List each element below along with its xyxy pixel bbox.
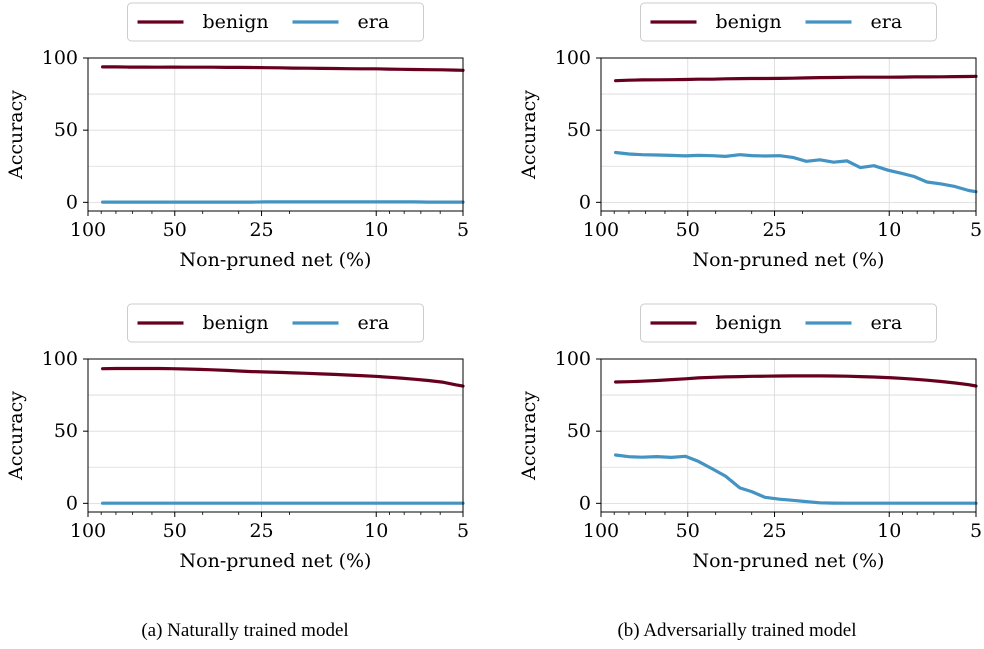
x-tick-label: 50 [163,520,187,542]
x-tick-label: 100 [583,219,619,241]
legend-label-era: era [358,312,390,334]
x-tick-label: 25 [762,520,786,542]
y-axis-label: Accuracy [518,90,540,180]
x-tick-label: 100 [70,520,106,542]
x-tick-label: 25 [762,219,786,241]
legend-box [640,303,937,343]
y-tick-label: 50 [567,420,591,442]
x-tick-label: 10 [877,219,901,241]
x-tick-label: 50 [676,219,700,241]
y-tick-label: 50 [54,119,78,141]
plot-frame [600,358,977,513]
plot-frame [600,57,977,212]
x-tick-label: 10 [877,520,901,542]
x-axis-label: Non-pruned net (%) [693,249,885,271]
legend-label-era: era [871,312,903,334]
series-line-benign [101,366,465,388]
caption-adversarially-trained: (b) Adversarially trained model [617,620,857,641]
y-tick-label: 0 [579,492,591,514]
x-axis-label: Non-pruned net (%) [180,249,372,271]
x-axis-label: Non-pruned net (%) [180,550,372,572]
legend-label-era: era [358,11,390,33]
y-tick-label: 100 [555,47,591,69]
plot-frame [87,57,464,212]
y-tick-label: 0 [66,191,78,213]
caption-naturally-trained: (a) Naturally trained model [141,620,349,641]
x-tick-label: 5 [970,520,982,542]
series-line-benign [614,374,978,388]
x-tick-label: 100 [70,219,106,241]
x-axis-label: Non-pruned net (%) [693,550,885,572]
x-tick-label: 50 [676,520,700,542]
x-tick-label: 25 [249,219,273,241]
y-tick-label: 50 [567,119,591,141]
y-tick-label: 100 [42,47,78,69]
legend: benign era [640,2,937,42]
legend: benign era [640,303,937,343]
x-tick-label: 100 [583,520,619,542]
x-tick-label: 50 [163,219,187,241]
y-tick-label: 50 [54,420,78,442]
legend-box [640,2,937,42]
y-tick-label: 0 [66,492,78,514]
legend: benign era [127,2,424,42]
x-tick-label: 25 [249,520,273,542]
x-tick-label: 5 [457,219,469,241]
y-axis-label: Accuracy [5,90,27,180]
plot-frame [87,358,464,513]
series-line-benign [101,65,465,72]
x-tick-label: 10 [364,219,388,241]
y-axis-label: Accuracy [518,391,540,481]
y-tick-label: 0 [579,191,591,213]
legend-label-era: era [871,11,903,33]
legend-label-benign: benign [716,11,782,33]
y-tick-label: 100 [555,348,591,370]
legend-label-benign: benign [203,11,269,33]
series-line-era [614,453,978,505]
x-tick-label: 5 [457,520,469,542]
x-tick-label: 5 [970,219,982,241]
y-axis-label: Accuracy [5,391,27,481]
series-line-benign [614,74,978,83]
legend-box [127,303,424,343]
series-line-era [614,150,978,194]
y-tick-label: 100 [42,348,78,370]
legend-label-benign: benign [203,312,269,334]
legend: benign era [127,303,424,343]
x-tick-label: 10 [364,520,388,542]
legend-label-benign: benign [716,312,782,334]
legend-box [127,2,424,42]
